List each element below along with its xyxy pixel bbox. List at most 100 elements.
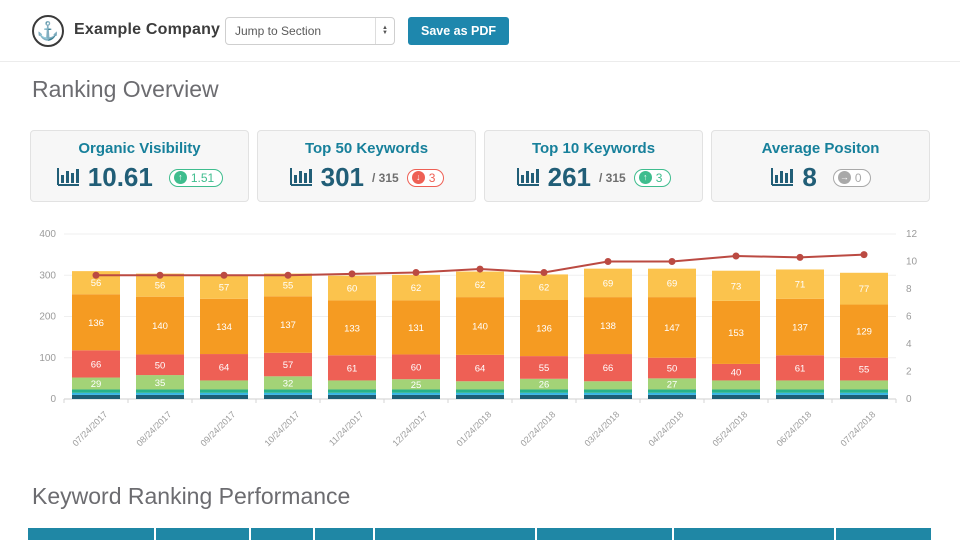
svg-text:50: 50: [155, 360, 166, 371]
svg-text:29: 29: [91, 379, 102, 390]
svg-text:03/24/2018: 03/24/2018: [582, 409, 621, 448]
kpi-change-value: 3: [428, 170, 436, 185]
table-header-cell: [375, 528, 537, 540]
svg-text:25: 25: [411, 380, 422, 391]
kpi-title: Average Positon: [761, 140, 880, 157]
svg-text:57: 57: [283, 360, 294, 371]
kpi-cards: Organic Visibility 10.61 ↑ 1.51 Top 50 K…: [30, 130, 930, 202]
svg-text:32: 32: [283, 378, 294, 389]
kpi-value: 10.61: [87, 162, 153, 192]
svg-text:07/24/2018: 07/24/2018: [838, 409, 877, 448]
svg-text:10/24/2017: 10/24/2017: [262, 409, 301, 448]
kpi-card-organic-visibility: Organic Visibility 10.61 ↑ 1.51: [30, 130, 249, 202]
svg-text:61: 61: [795, 363, 806, 374]
svg-text:10: 10: [906, 257, 918, 268]
svg-text:153: 153: [728, 328, 744, 339]
svg-text:300: 300: [39, 270, 56, 281]
jump-to-section-select[interactable]: Jump to Section ▲ ▼: [225, 17, 395, 45]
svg-text:50: 50: [667, 364, 678, 375]
kpi-value: 301: [320, 162, 364, 192]
anchor-icon: ⚓: [32, 15, 64, 47]
svg-text:27: 27: [667, 379, 678, 390]
svg-text:40: 40: [731, 368, 742, 379]
table-header-cell: [315, 528, 375, 540]
svg-text:56: 56: [155, 281, 166, 292]
svg-text:140: 140: [472, 321, 488, 332]
svg-text:134: 134: [216, 322, 232, 333]
svg-text:2: 2: [906, 367, 912, 378]
svg-text:66: 66: [91, 359, 102, 370]
svg-text:62: 62: [411, 283, 422, 294]
arrow-up-icon: ↑: [173, 171, 187, 184]
svg-text:66: 66: [603, 363, 614, 374]
chevron-up-down-icon: ▲ ▼: [375, 18, 394, 44]
kpi-card-average-position: Average Positon 8 → 0: [711, 130, 930, 202]
bar-chart-icon: [516, 164, 540, 191]
svg-text:0: 0: [906, 394, 912, 405]
svg-text:01/24/2018: 01/24/2018: [454, 409, 493, 448]
svg-text:56: 56: [91, 278, 102, 289]
svg-text:60: 60: [347, 284, 358, 295]
kpi-change-badge: ↓ 3: [406, 168, 445, 187]
arrow-up-icon: ↑: [638, 171, 652, 184]
svg-text:26: 26: [539, 380, 550, 391]
jump-to-section-label: Jump to Section: [235, 24, 322, 38]
bar-chart-icon: [56, 164, 80, 191]
bar-chart-icon: [770, 164, 794, 191]
kpi-change-value: 1.51: [190, 170, 215, 185]
table-header-cell: [28, 528, 156, 540]
svg-text:69: 69: [603, 278, 614, 289]
svg-text:04/24/2018: 04/24/2018: [646, 409, 685, 448]
svg-text:6: 6: [906, 312, 912, 323]
svg-text:136: 136: [88, 318, 104, 329]
svg-text:147: 147: [664, 323, 680, 334]
svg-text:71: 71: [795, 280, 806, 291]
svg-text:55: 55: [859, 365, 870, 376]
svg-text:05/24/2018: 05/24/2018: [710, 409, 749, 448]
svg-text:11/24/2017: 11/24/2017: [327, 409, 365, 447]
svg-text:138: 138: [600, 321, 616, 332]
svg-text:61: 61: [347, 363, 358, 374]
svg-text:0: 0: [50, 394, 56, 405]
svg-text:8: 8: [906, 284, 912, 295]
arrow-down-icon: ↓: [411, 171, 425, 184]
kpi-card-top-10-keywords: Top 10 Keywords 261 / 315 ↑ 3: [484, 130, 703, 202]
svg-text:57: 57: [219, 283, 230, 294]
svg-text:06/24/2018: 06/24/2018: [774, 409, 813, 448]
svg-text:133: 133: [344, 323, 360, 334]
stacked-bar-line-chart: 0 100 200 300 400 0 2 4 6 8 10 12 29 66 136 56 07/24/201…: [39, 229, 918, 448]
svg-text:136: 136: [536, 324, 552, 335]
top-bar: ⚓ Example Company Jump to Section ▲ ▼ Sav…: [0, 0, 960, 62]
svg-text:137: 137: [280, 320, 296, 331]
kpi-change-badge: ↑ 3: [633, 168, 672, 187]
kpi-suffix: / 315: [599, 170, 626, 185]
kpi-change-badge: ↑ 1.51: [168, 168, 224, 187]
table-header-cell: [836, 528, 931, 540]
kpi-value: 8: [802, 162, 817, 192]
svg-text:35: 35: [155, 378, 166, 389]
table-header-cell: [251, 528, 315, 540]
kpi-change-badge: → 0: [832, 168, 871, 187]
kpi-card-top-50-keywords: Top 50 Keywords 301 / 315 ↓ 3: [257, 130, 476, 202]
svg-text:64: 64: [219, 363, 230, 374]
svg-text:02/24/2018: 02/24/2018: [518, 409, 557, 448]
svg-text:73: 73: [731, 281, 742, 292]
svg-text:100: 100: [39, 353, 56, 364]
keyword-table-header-row: [28, 528, 931, 540]
svg-text:140: 140: [152, 321, 168, 332]
save-as-pdf-button[interactable]: Save as PDF: [408, 17, 510, 45]
arrow-right-icon: →: [837, 171, 851, 184]
svg-text:62: 62: [539, 283, 550, 294]
svg-text:08/24/2017: 08/24/2017: [134, 409, 173, 448]
svg-text:200: 200: [39, 312, 56, 323]
svg-text:12: 12: [906, 229, 918, 240]
ranking-overview-chart: 0 100 200 300 400 0 2 4 6 8 10 12 29 66 136 56 07/24/201…: [30, 224, 930, 462]
bar-chart-icon: [289, 164, 313, 191]
table-header-cell: [674, 528, 836, 540]
svg-text:129: 129: [856, 327, 872, 338]
kpi-value: 261: [547, 162, 591, 192]
svg-text:69: 69: [667, 278, 678, 289]
kpi-suffix: / 315: [372, 170, 399, 185]
kpi-title: Organic Visibility: [78, 140, 201, 157]
